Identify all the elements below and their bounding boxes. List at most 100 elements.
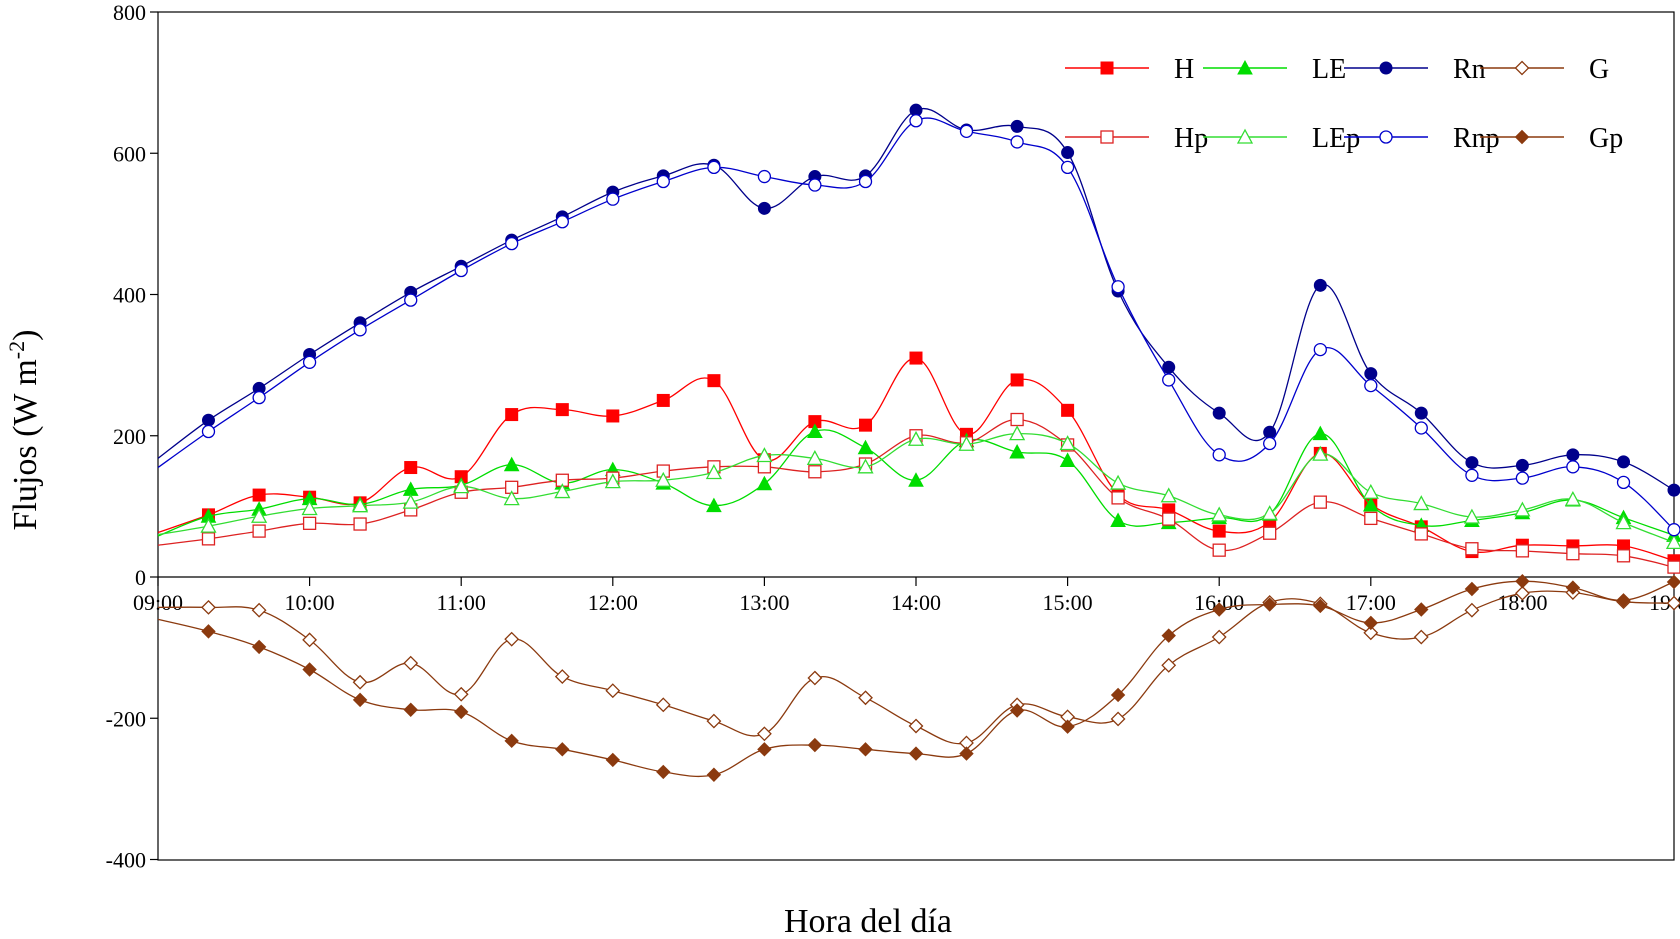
- point-lep: [604, 473, 621, 489]
- point-le: [1059, 452, 1076, 467]
- legend-item-rn: Rn: [1344, 54, 1486, 85]
- point-le: [857, 439, 874, 455]
- point-rnp: [1212, 448, 1226, 462]
- point-rnp: [454, 263, 468, 278]
- point-gp: [1161, 628, 1176, 643]
- point-g: [1666, 595, 1680, 611]
- point-gp: [201, 624, 216, 639]
- point-lep: [1514, 501, 1531, 517]
- legend-marker-le: [1237, 59, 1253, 75]
- point-g: [706, 713, 722, 729]
- point-rnp: [858, 174, 873, 189]
- legend-label-gp: Gp: [1589, 123, 1623, 154]
- point-gp: [757, 742, 772, 757]
- legend-label-hp: Hp: [1174, 123, 1208, 154]
- point-le: [1312, 425, 1329, 441]
- point-g: [302, 632, 318, 648]
- point-lep: [1312, 445, 1329, 461]
- point-le: [1362, 496, 1379, 512]
- series-lep: [157, 425, 1680, 550]
- point-hp: [1313, 495, 1327, 509]
- point-g: [504, 631, 520, 647]
- point-rn: [1667, 483, 1680, 497]
- x-tick-label: 11:00: [437, 590, 486, 615]
- point-lep: [1413, 495, 1430, 511]
- point-hp: [252, 524, 266, 538]
- point-h: [1061, 403, 1075, 417]
- point-lep: [1261, 505, 1278, 521]
- point-lep: [301, 500, 318, 516]
- point-rnp: [555, 215, 569, 229]
- point-lep: [655, 471, 672, 487]
- point-hp: [1515, 544, 1530, 558]
- point-lep: [554, 483, 571, 499]
- point-g: [908, 718, 924, 734]
- point-rnp: [1566, 460, 1580, 474]
- legend-marker-hp: [1100, 130, 1114, 144]
- legend-item-hp: Hp: [1065, 123, 1208, 154]
- point-rnp: [302, 355, 317, 369]
- point-gp: [1262, 597, 1277, 612]
- point-lep: [453, 478, 470, 494]
- axis-titles: Hora del día Flujos (W m-2): [4, 330, 952, 939]
- legend: H LE Rn G Hp LEp Rnp Gp: [1065, 54, 1623, 154]
- point-g: [554, 669, 570, 685]
- point-lep: [351, 497, 369, 513]
- point-g: [403, 655, 419, 671]
- point-hp: [1566, 547, 1580, 561]
- point-gp: [1009, 703, 1025, 718]
- series-layer: [157, 103, 1680, 782]
- point-gp: [504, 733, 519, 749]
- point-lep: [1665, 534, 1680, 550]
- point-rnp: [201, 424, 216, 439]
- point-lep: [1059, 435, 1076, 451]
- x-tick-label: 17:00: [1346, 590, 1396, 615]
- point-g: [1413, 629, 1429, 645]
- legend-label-h: H: [1174, 54, 1194, 85]
- point-gp: [302, 662, 317, 677]
- point-h: [909, 351, 923, 365]
- legend-marker-h: [1100, 61, 1114, 75]
- point-g: [1211, 629, 1227, 645]
- x-tick-label: 10:00: [285, 590, 335, 615]
- point-rnp: [606, 192, 620, 206]
- x-axis-title: Hora del día: [784, 903, 952, 939]
- point-g: [605, 683, 621, 699]
- series-gp: [157, 574, 1680, 782]
- y-axis-title-end: ): [7, 330, 44, 341]
- y-tick-label: -200: [106, 706, 146, 731]
- point-h: [505, 408, 519, 422]
- series-hp: [157, 412, 1680, 574]
- point-g: [201, 599, 216, 615]
- legend-item-g: G: [1480, 54, 1609, 85]
- legend-marker-g: [1514, 60, 1530, 76]
- point-g: [1110, 711, 1126, 727]
- point-rn: [1515, 458, 1529, 472]
- legend-label-rn: Rn: [1453, 54, 1486, 85]
- point-hp: [808, 465, 822, 479]
- x-tick-label: 15:00: [1043, 590, 1093, 615]
- point-le: [756, 475, 773, 491]
- point-g: [1363, 625, 1379, 641]
- axis-ticks: -400 -200 0 200 400 600 800 09:00 10:00 11:00 12:0…: [106, 0, 1680, 873]
- point-gp: [403, 702, 418, 717]
- point-gp: [1313, 598, 1328, 614]
- point-lep: [251, 507, 268, 523]
- point-hp: [1263, 526, 1277, 540]
- y-tick-label: 800: [113, 0, 146, 25]
- y-axis-title-main: Flujos (W m: [7, 359, 44, 530]
- point-gp: [1616, 593, 1631, 608]
- point-le: [1009, 443, 1025, 459]
- y-tick-label: 400: [113, 283, 146, 308]
- point-gp: [1211, 602, 1227, 617]
- point-gp: [1414, 602, 1429, 617]
- point-rnp: [1263, 436, 1277, 451]
- y-axis-title: Flujos (W m-2): [4, 330, 44, 531]
- legend-item-lep: LEp: [1203, 123, 1360, 154]
- legend-item-h: H: [1065, 54, 1194, 85]
- point-lep: [1109, 474, 1127, 490]
- y-tick-label: -400: [106, 848, 146, 873]
- point-gp: [1565, 580, 1581, 595]
- point-lep: [1362, 483, 1379, 499]
